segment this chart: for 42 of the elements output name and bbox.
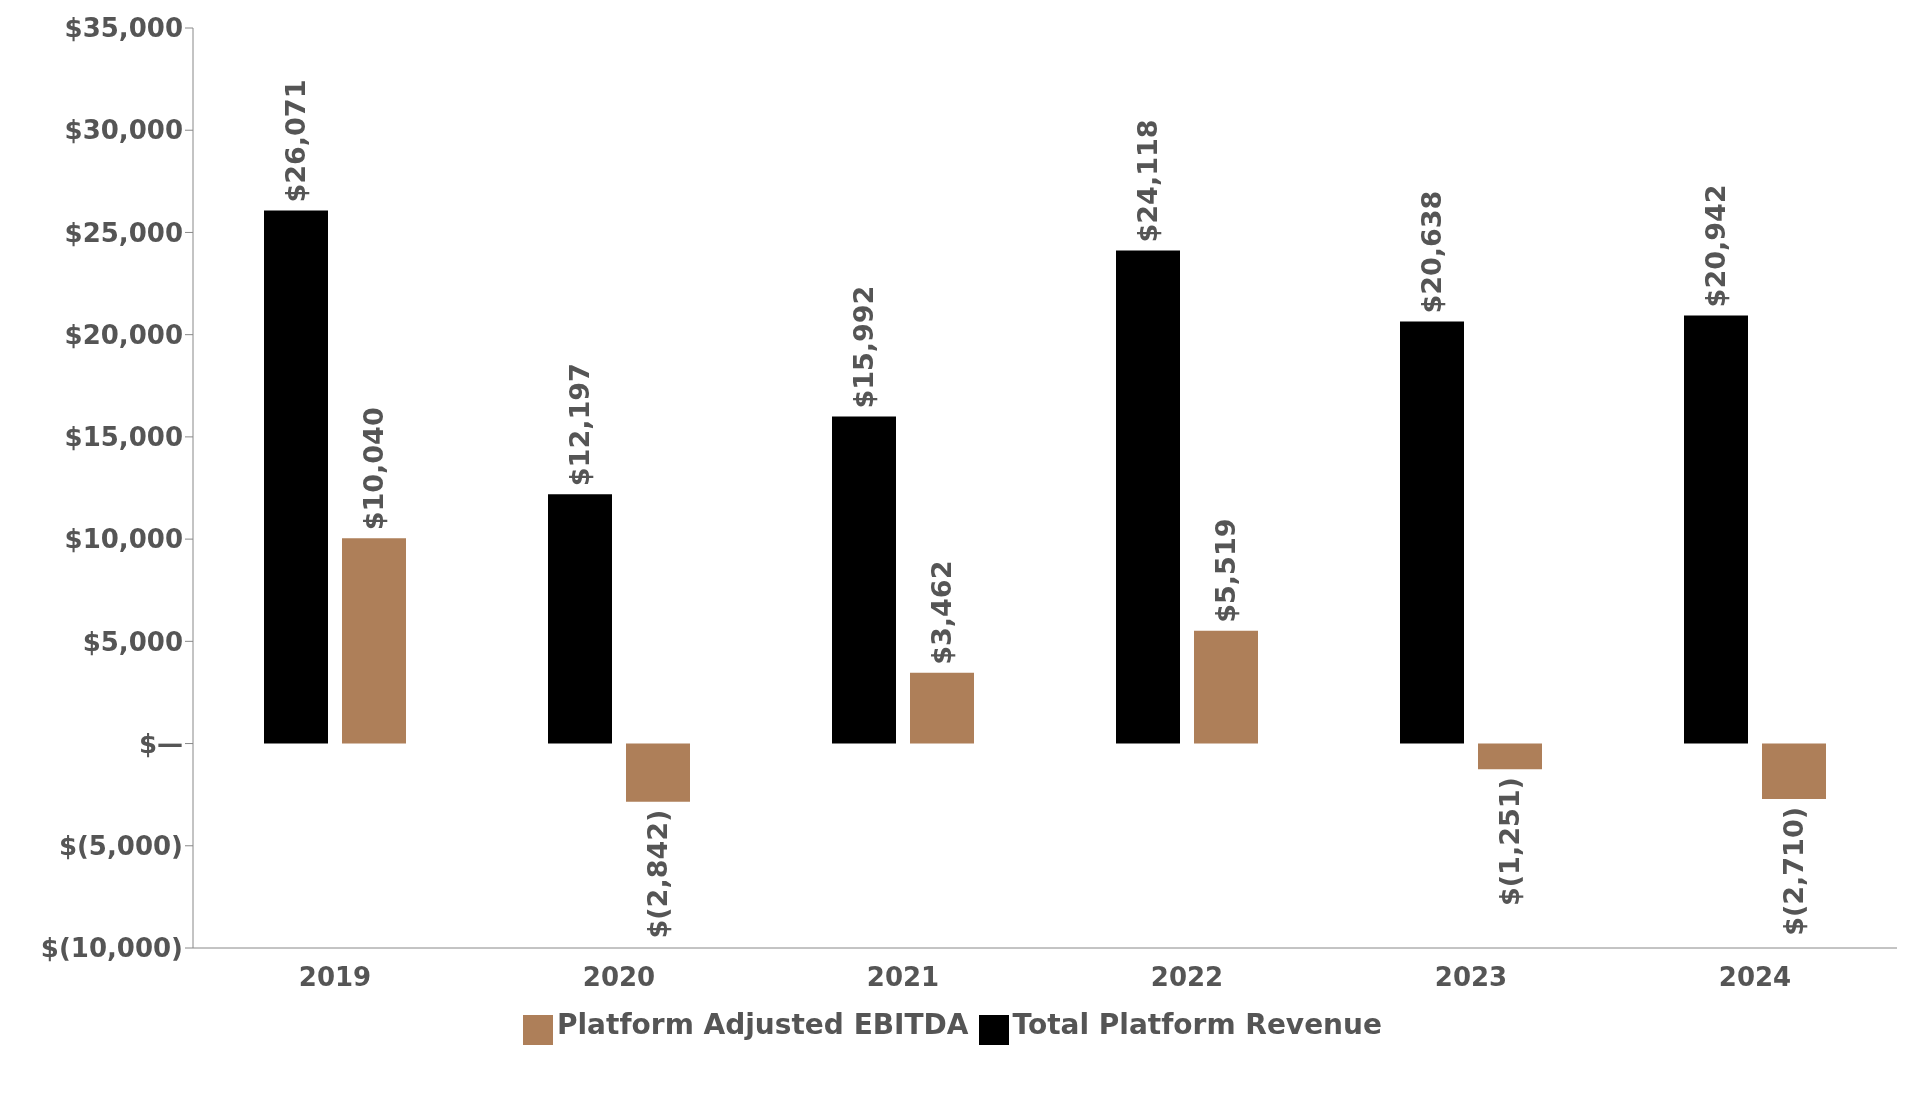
y-tick-label: $— [138, 728, 183, 759]
bar [548, 494, 612, 744]
y-tick-label: $(10,000) [40, 933, 183, 964]
data-label: $(1,251) [1494, 777, 1525, 907]
legend-label: Total Platform Revenue [1012, 1008, 1382, 1041]
data-label: $12,197 [564, 363, 595, 487]
data-label: $(2,710) [1778, 806, 1809, 936]
y-tick-label: $25,000 [64, 217, 183, 248]
bar [832, 416, 896, 744]
y-tick-label: $15,000 [64, 422, 183, 453]
bar [1194, 630, 1258, 744]
bar [342, 538, 406, 744]
bar [1684, 315, 1748, 744]
x-tick-label: 2021 [866, 962, 940, 993]
legend-label: Platform Adjusted EBITDA [557, 1008, 969, 1041]
bar [1762, 743, 1826, 799]
x-tick-label: 2023 [1434, 962, 1508, 993]
y-tick-label: $20,000 [64, 319, 183, 350]
y-tick-label: $(5,000) [58, 831, 183, 862]
data-label: $24,118 [1132, 119, 1163, 243]
bar [1478, 743, 1542, 770]
x-tick-label: 2019 [298, 962, 372, 993]
bar [626, 743, 690, 802]
data-label: $20,638 [1416, 190, 1447, 314]
bar [264, 210, 328, 744]
bar [910, 672, 974, 744]
x-tick-label: 2022 [1150, 962, 1224, 993]
data-label: $26,071 [280, 79, 311, 203]
x-tick-label: 2024 [1718, 962, 1792, 993]
data-label: $(2,842) [642, 809, 673, 939]
y-tick-label: $30,000 [64, 115, 183, 146]
y-tick-label: $35,000 [64, 13, 183, 44]
data-label: $5,519 [1210, 518, 1241, 623]
y-tick-label: $10,000 [64, 524, 183, 555]
data-label: $20,942 [1700, 184, 1731, 308]
data-label: $3,462 [926, 560, 957, 665]
data-label: $10,040 [358, 407, 389, 531]
bar [1116, 250, 1180, 744]
x-tick-label: 2020 [582, 962, 656, 993]
data-label: $15,992 [848, 285, 879, 409]
y-tick-label: $5,000 [82, 626, 183, 657]
bar [1400, 321, 1464, 744]
